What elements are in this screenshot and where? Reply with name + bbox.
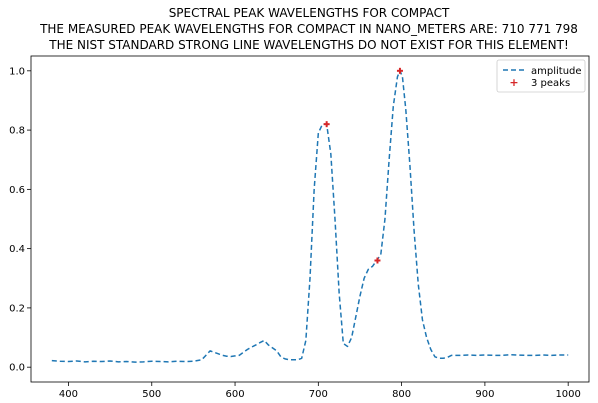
- y-tick-label: 0.6: [9, 185, 25, 196]
- plot-frame: [30, 55, 590, 383]
- y-tick-label: 0.4: [9, 244, 25, 255]
- legend-box: [496, 59, 586, 93]
- x-tick-label: 900: [475, 389, 494, 400]
- legend: amplitude + 3 peaks: [496, 59, 586, 93]
- plot-area: [31, 56, 589, 382]
- amplitude-series-line: [51, 70, 569, 363]
- x-tick-label: 400: [59, 389, 78, 400]
- chart-title-line-1: SPECTRAL PEAK WAVELENGTHS FOR COMPACT: [169, 6, 450, 20]
- chart-title-line-3: THE NIST STANDARD STRONG LINE WAVELENGTH…: [48, 38, 569, 52]
- x-tick-label: 1000: [555, 389, 580, 400]
- y-tick-label: 1.0: [9, 66, 25, 77]
- chart-title-line-2: THE MEASURED PEAK WAVELENGTHS FOR COMPAC…: [39, 22, 578, 36]
- y-tick-label: 0.0: [9, 363, 25, 374]
- peak-marker: [323, 121, 330, 128]
- legend-amplitude-label: amplitude: [531, 66, 582, 77]
- legend-peaks-swatch: +: [509, 76, 518, 89]
- x-tick-label: 800: [392, 389, 411, 400]
- x-tick-label: 700: [309, 389, 328, 400]
- peak-marker: [396, 67, 403, 74]
- legend-peaks-label: 3 peaks: [531, 78, 570, 89]
- peak-marker-layer: [323, 67, 403, 264]
- y-tick-label: 0.8: [9, 126, 25, 137]
- chart-title-block: SPECTRAL PEAK WAVELENGTHS FOR COMPACT TH…: [39, 6, 578, 52]
- y-axis: 0.0 0.2 0.4 0.6 0.8 1.0: [9, 66, 31, 374]
- x-axis: 400 500 600 700 800 900 1000: [59, 382, 581, 400]
- y-tick-label: 0.2: [9, 303, 25, 314]
- x-tick-label: 500: [142, 389, 161, 400]
- series-layer: [51, 70, 569, 363]
- x-tick-label: 600: [225, 389, 244, 400]
- peak-marker: [374, 257, 381, 264]
